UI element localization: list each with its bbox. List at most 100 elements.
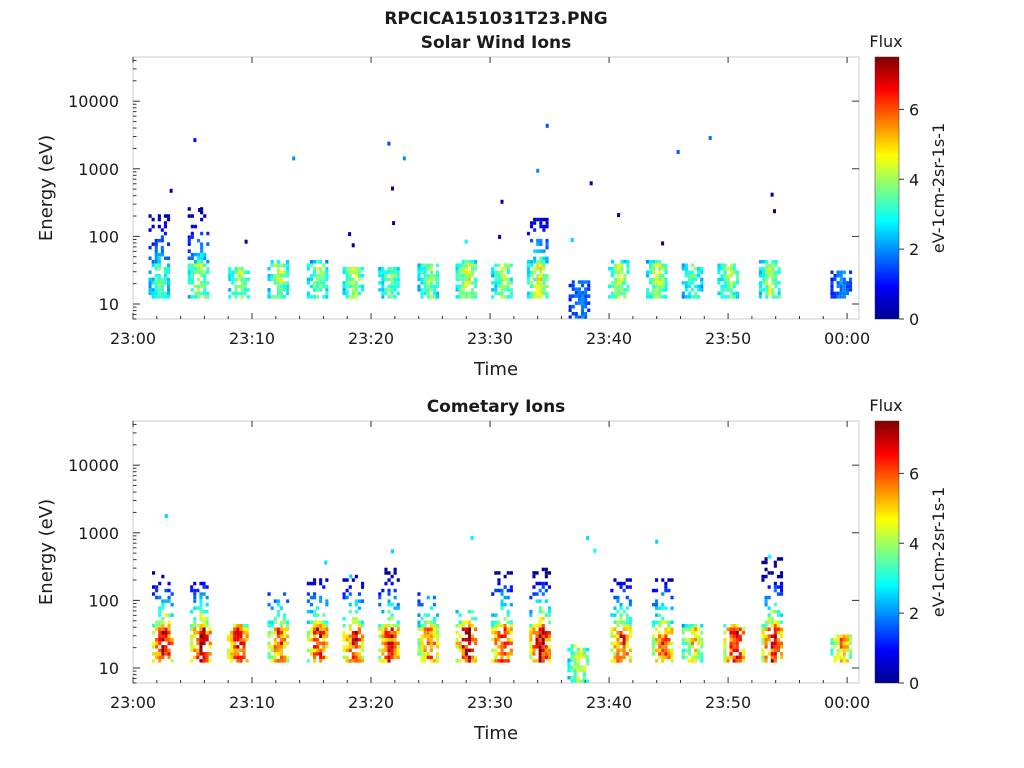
flux-cell	[205, 631, 209, 635]
flux-cell	[357, 627, 361, 631]
flux-cell	[283, 592, 287, 596]
flux-cell	[687, 627, 691, 631]
flux-cell	[148, 228, 152, 232]
flux-cell	[197, 238, 201, 243]
flux-cell	[164, 645, 168, 649]
flux-cell	[579, 668, 583, 673]
flux-cell	[500, 606, 504, 610]
flux-cell	[849, 281, 853, 285]
flux-cell	[720, 263, 724, 267]
flux-cell	[322, 295, 326, 299]
plot-frame	[132, 56, 860, 320]
flux-cell	[309, 609, 313, 614]
flux-cell	[148, 245, 152, 250]
flux-cell	[354, 599, 358, 603]
flux-cell	[667, 638, 671, 642]
flux-cell	[313, 631, 317, 635]
flux-cell	[720, 288, 724, 292]
flux-cell	[436, 291, 440, 296]
flux-cell	[759, 291, 763, 296]
flux-cell	[426, 595, 430, 600]
flux-cell	[735, 655, 739, 660]
flux-cell	[658, 270, 662, 274]
flux-cell	[193, 224, 197, 229]
flux-cell	[664, 627, 668, 631]
flux-cell	[429, 631, 433, 635]
flux-cell	[152, 585, 156, 589]
flux-cell	[316, 631, 320, 635]
flux-cell	[532, 592, 536, 596]
flux-cell	[273, 627, 277, 631]
flux-cell	[836, 648, 840, 653]
flux-cell	[286, 270, 290, 274]
flux-cell	[610, 634, 614, 638]
flux-cell	[423, 263, 427, 267]
flux-cell	[243, 270, 247, 274]
flux-cell	[231, 274, 235, 278]
flux-cell	[506, 655, 510, 660]
flux-cell	[426, 620, 430, 624]
flux-cell	[574, 312, 578, 316]
flux-cell	[491, 613, 495, 617]
flux-cell	[245, 627, 249, 631]
flux-cell	[497, 659, 501, 663]
flux-cell	[161, 616, 165, 621]
flux-cell	[157, 284, 161, 289]
flux-cell	[276, 277, 280, 282]
flux-cell	[839, 288, 843, 292]
flux-cell	[390, 645, 394, 649]
flux-cell	[700, 281, 704, 285]
flux-cell	[361, 274, 365, 278]
flux-cell	[152, 592, 156, 596]
flux-cell	[345, 645, 349, 649]
flux-cell	[461, 277, 465, 282]
flux-cell	[357, 267, 361, 271]
flux-cell	[700, 284, 704, 289]
flux-cell	[532, 631, 536, 635]
flux-cell	[497, 581, 501, 586]
flux-cell	[190, 624, 194, 628]
flux-cell	[694, 627, 698, 631]
flux-cell	[836, 295, 840, 299]
flux-cell	[573, 668, 577, 673]
flux-cell	[494, 571, 498, 575]
flux-cell	[833, 274, 837, 278]
flux-cell	[738, 638, 742, 642]
flux-cell	[279, 634, 283, 638]
flux-cell	[471, 260, 475, 264]
flux-cell	[393, 571, 397, 575]
flux-cell	[467, 641, 471, 646]
flux-cell	[732, 281, 736, 285]
flux-cell	[491, 659, 495, 663]
flux-cell	[681, 295, 685, 299]
flux-cell	[729, 281, 733, 285]
flux-cell	[167, 627, 171, 631]
flux-cell	[325, 599, 329, 603]
flux-cell	[354, 267, 358, 271]
flux-cell	[161, 645, 165, 649]
flux-cell	[500, 641, 504, 646]
flux-cell	[780, 588, 784, 593]
flux-cell	[390, 631, 394, 635]
flux-cell	[148, 277, 152, 282]
flux-cell	[526, 291, 530, 296]
flux-cell	[623, 291, 627, 296]
flux-cell	[849, 652, 853, 656]
flux-cell	[661, 602, 665, 607]
flux-cell	[417, 263, 421, 267]
flux-cell	[276, 267, 280, 271]
flux-cell	[700, 624, 704, 628]
flux-cell	[839, 284, 843, 289]
flux-cell	[245, 634, 249, 638]
flux-cell	[768, 270, 772, 274]
flux-cell	[614, 295, 618, 299]
flux-cell	[319, 659, 323, 663]
flux-cell	[196, 588, 200, 593]
flux-cell	[464, 655, 468, 660]
flux-cell	[836, 270, 840, 274]
flux-cell	[154, 295, 158, 299]
flux-cell	[357, 652, 361, 656]
flux-cell	[770, 620, 774, 624]
flux-cell	[474, 267, 478, 271]
flux-cell	[387, 284, 391, 289]
